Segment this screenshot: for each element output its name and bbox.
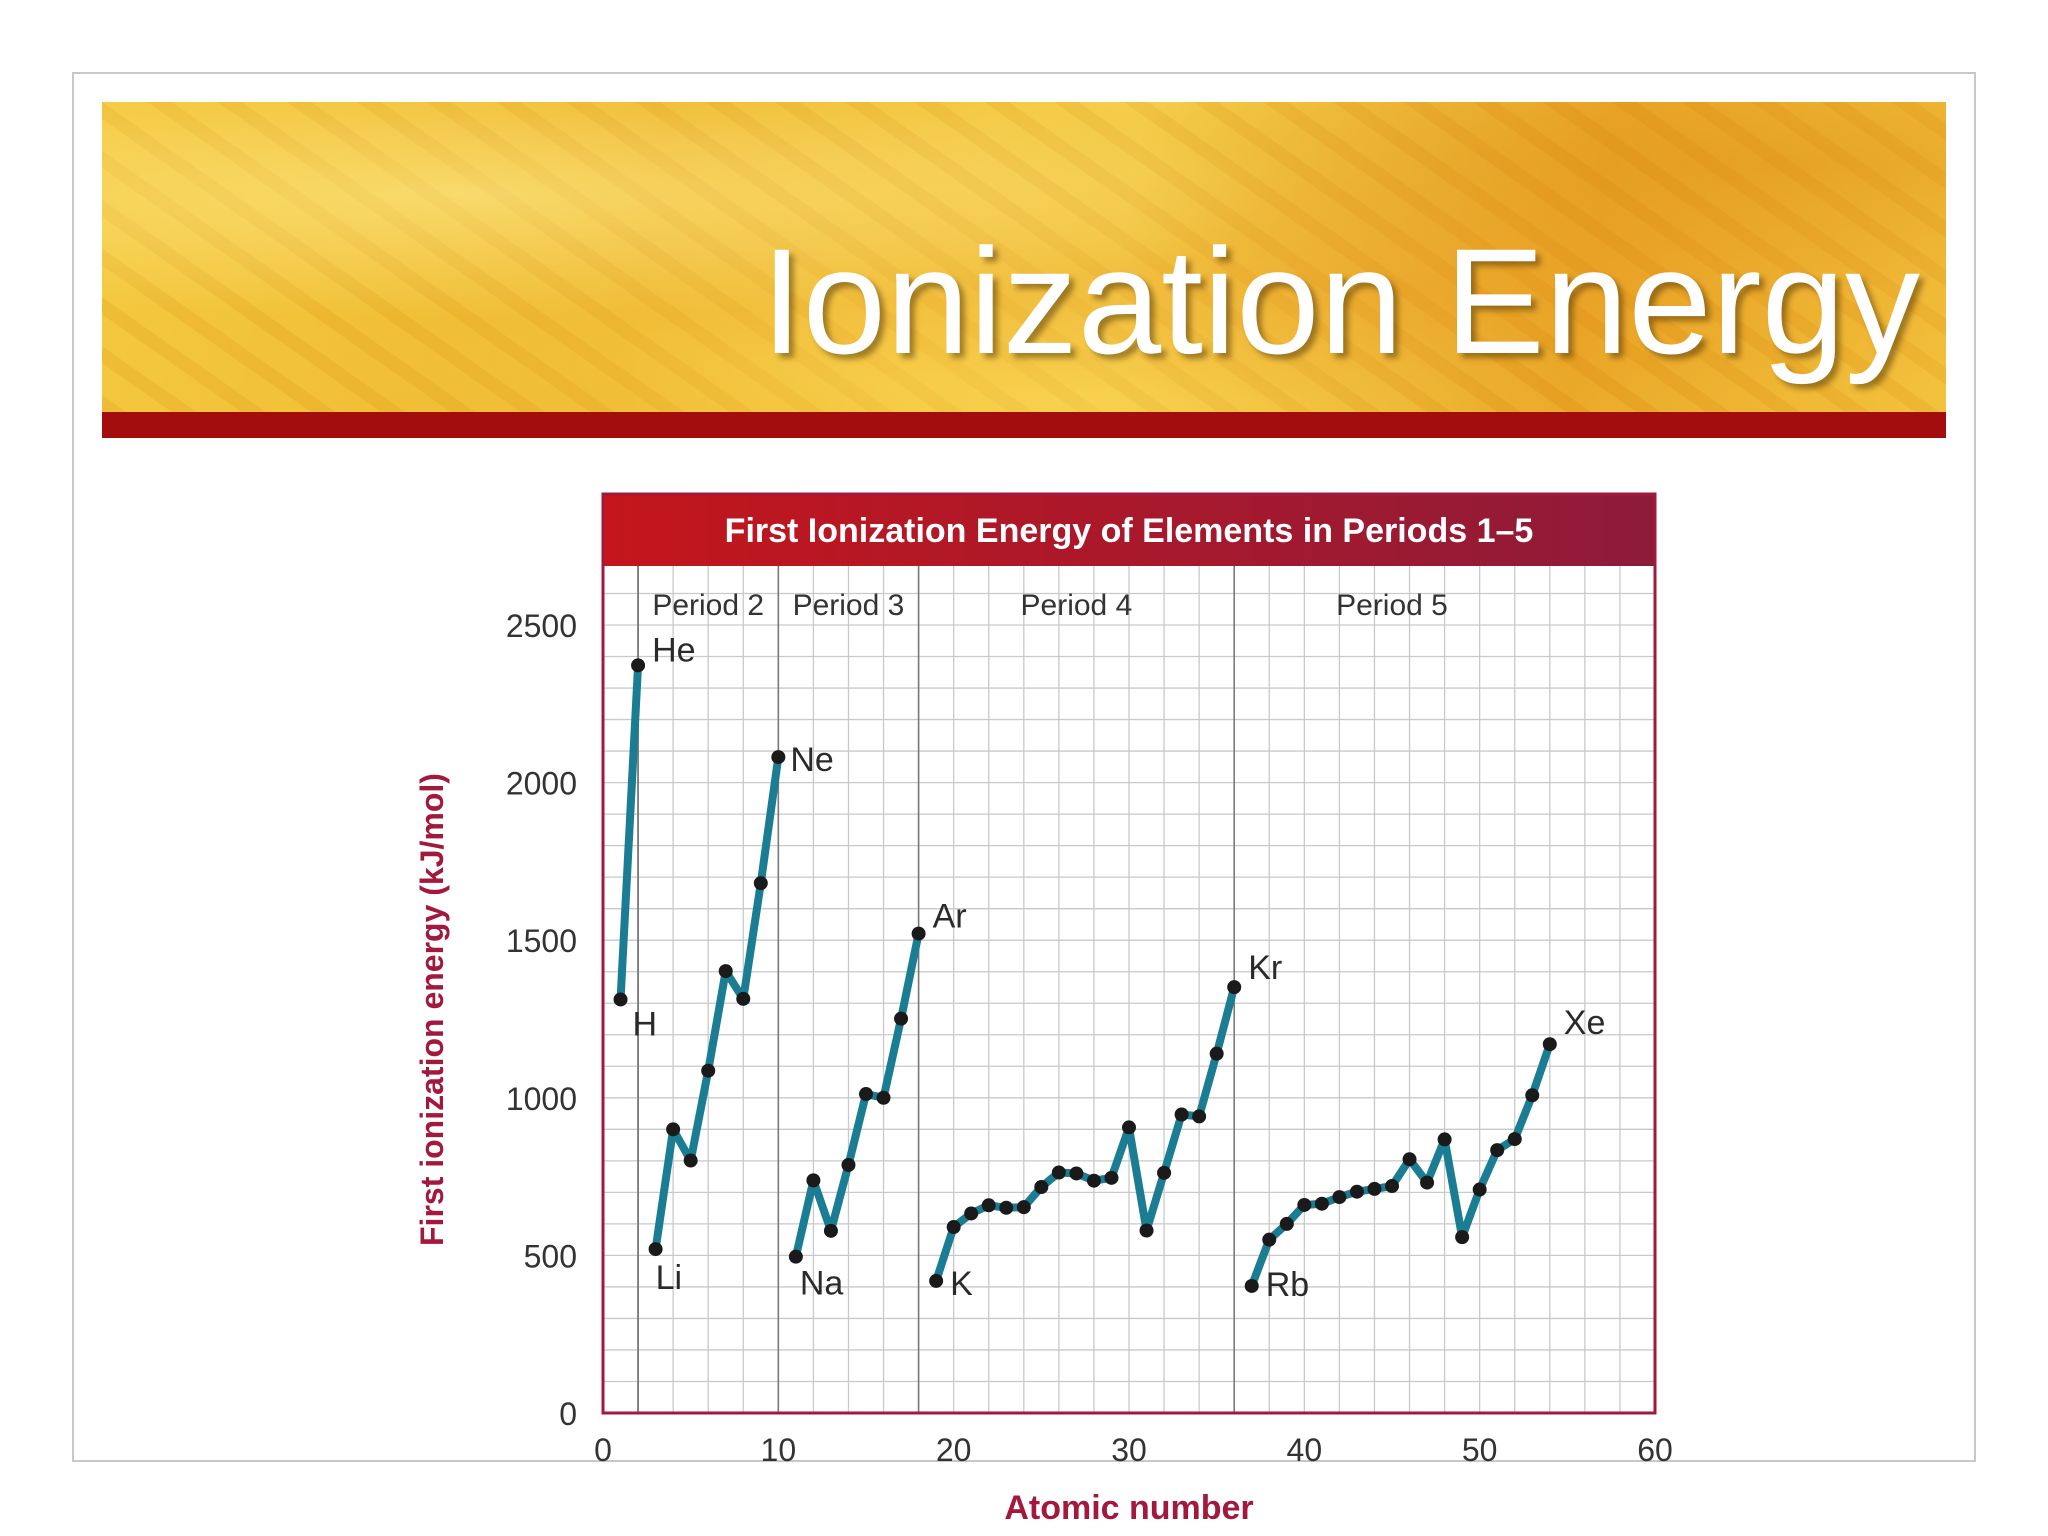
element-label: Li xyxy=(656,1259,682,1297)
x-tick-label: 0 xyxy=(594,1432,612,1468)
element-label: Na xyxy=(800,1265,844,1303)
slide-title: Ionization Energy xyxy=(760,217,1920,385)
data-point xyxy=(1244,1278,1259,1293)
data-point xyxy=(613,992,628,1007)
y-tick-label: 2500 xyxy=(506,608,577,644)
data-point xyxy=(753,876,768,891)
data-point xyxy=(1367,1181,1382,1196)
data-point xyxy=(1051,1165,1066,1180)
title-banner-stripe xyxy=(102,412,1946,438)
data-point xyxy=(1192,1109,1207,1124)
data-point xyxy=(1437,1132,1452,1147)
x-axis-label: Atomic number xyxy=(1004,1489,1253,1527)
chart-frame xyxy=(601,492,1657,1415)
x-tick-label: 50 xyxy=(1462,1432,1498,1468)
data-point xyxy=(718,964,733,979)
data-point xyxy=(1420,1175,1435,1190)
data-point xyxy=(666,1122,681,1137)
data-point xyxy=(946,1220,961,1235)
data-point xyxy=(981,1198,996,1213)
period-label: Period 3 xyxy=(793,589,905,622)
data-point xyxy=(1086,1173,1101,1188)
x-tick-label: 40 xyxy=(1287,1432,1323,1468)
element-label: H xyxy=(633,1005,658,1043)
y-tick-label: 1500 xyxy=(506,923,577,959)
x-tick-label: 60 xyxy=(1637,1432,1673,1468)
x-tick-label: 10 xyxy=(761,1432,797,1468)
data-point xyxy=(701,1063,716,1078)
data-point xyxy=(1349,1184,1364,1199)
data-point xyxy=(929,1273,944,1288)
data-point xyxy=(1227,980,1242,995)
data-point xyxy=(1455,1230,1470,1245)
data-point xyxy=(1542,1037,1557,1052)
element-label: Kr xyxy=(1248,949,1282,987)
element-label: Rb xyxy=(1266,1266,1309,1304)
data-point xyxy=(1209,1046,1224,1061)
chart-title-bar xyxy=(603,494,1655,566)
y-tick-label: 1000 xyxy=(506,1081,577,1117)
period-label: Period 2 xyxy=(652,589,764,622)
data-point xyxy=(1262,1232,1277,1247)
data-point xyxy=(648,1242,663,1257)
data-point xyxy=(1139,1223,1154,1238)
y-tick-label: 0 xyxy=(559,1396,577,1432)
data-point xyxy=(999,1200,1014,1215)
series-line-3 xyxy=(791,929,923,1261)
element-label: Xe xyxy=(1564,1004,1606,1042)
data-point xyxy=(894,1011,909,1026)
data-point xyxy=(876,1090,891,1105)
element-label: He xyxy=(652,631,695,669)
series-line-1 xyxy=(616,661,643,1004)
element-label: Ne xyxy=(790,741,833,779)
data-point xyxy=(1279,1216,1294,1231)
data-point xyxy=(736,991,751,1006)
data-point xyxy=(841,1157,856,1172)
data-point xyxy=(911,926,926,941)
data-point xyxy=(788,1249,803,1264)
element-label: Ar xyxy=(933,898,967,936)
period-label: Period 4 xyxy=(1021,589,1133,622)
slide-frame xyxy=(72,72,1976,1462)
data-point xyxy=(1034,1180,1049,1195)
y-tick-label: 500 xyxy=(524,1238,577,1274)
title-banner xyxy=(102,102,1946,412)
data-point xyxy=(1490,1143,1505,1158)
data-point xyxy=(1314,1196,1329,1211)
data-point xyxy=(631,658,646,673)
x-tick-label: 30 xyxy=(1111,1432,1147,1468)
data-point xyxy=(1472,1182,1487,1197)
data-point xyxy=(1122,1120,1136,1135)
data-point xyxy=(823,1223,838,1238)
data-point xyxy=(1332,1190,1347,1205)
y-tick-label: 2000 xyxy=(506,766,577,802)
data-point xyxy=(1174,1107,1189,1122)
period-label: Period 5 xyxy=(1336,589,1448,622)
data-point xyxy=(1297,1197,1312,1212)
data-point xyxy=(1104,1170,1119,1185)
data-point xyxy=(1157,1165,1172,1180)
data-point xyxy=(683,1153,698,1168)
x-tick-label: 20 xyxy=(936,1432,972,1468)
data-point xyxy=(1525,1088,1540,1103)
element-label: K xyxy=(950,1265,973,1303)
data-point xyxy=(859,1087,873,1102)
y-axis-label: First ionization energy (kJ/mol) xyxy=(414,773,450,1246)
data-point xyxy=(964,1206,979,1221)
data-point xyxy=(1507,1132,1522,1147)
data-point xyxy=(1385,1179,1399,1194)
chart-title: First Ionization Energy of Elements in P… xyxy=(725,512,1534,550)
data-point xyxy=(771,750,786,765)
data-point xyxy=(806,1173,821,1188)
data-point xyxy=(1069,1166,1084,1181)
data-point xyxy=(1402,1152,1417,1167)
data-point xyxy=(1016,1200,1031,1215)
